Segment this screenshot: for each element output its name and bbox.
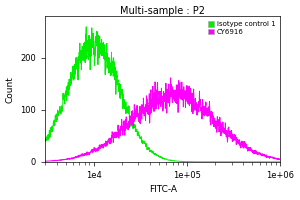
Legend: isotype control 1, CY6916: isotype control 1, CY6916 bbox=[207, 20, 277, 36]
X-axis label: FITC-A: FITC-A bbox=[149, 185, 177, 194]
Title: Multi-sample : P2: Multi-sample : P2 bbox=[120, 6, 205, 16]
Y-axis label: Count: Count bbox=[6, 76, 15, 103]
